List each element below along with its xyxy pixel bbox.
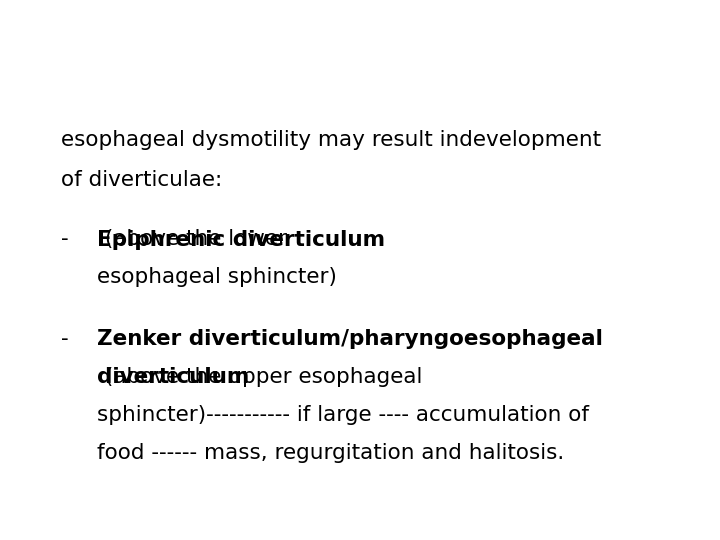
Text: -: - (61, 230, 69, 249)
Text: esophageal sphincter): esophageal sphincter) (97, 267, 337, 287)
Text: Zenker diverticulum/pharyngoesophageal: Zenker diverticulum/pharyngoesophageal (97, 329, 603, 349)
Text: diverticulum: diverticulum (97, 367, 250, 387)
Text: Epiphrenic diverticulum: Epiphrenic diverticulum (97, 230, 385, 249)
Text: food ------ mass, regurgitation and halitosis.: food ------ mass, regurgitation and hali… (97, 443, 564, 463)
Text: esophageal dysmotility may result indevelopment: esophageal dysmotility may result indeve… (61, 130, 601, 150)
Text: sphincter)----------- if large ---- accumulation of: sphincter)----------- if large ---- accu… (97, 405, 589, 425)
Text: (above the upper esophageal: (above the upper esophageal (98, 367, 423, 387)
Text: (above the lower: (above the lower (98, 230, 287, 249)
Text: -: - (61, 329, 69, 349)
Text: of diverticulae:: of diverticulae: (61, 170, 222, 190)
